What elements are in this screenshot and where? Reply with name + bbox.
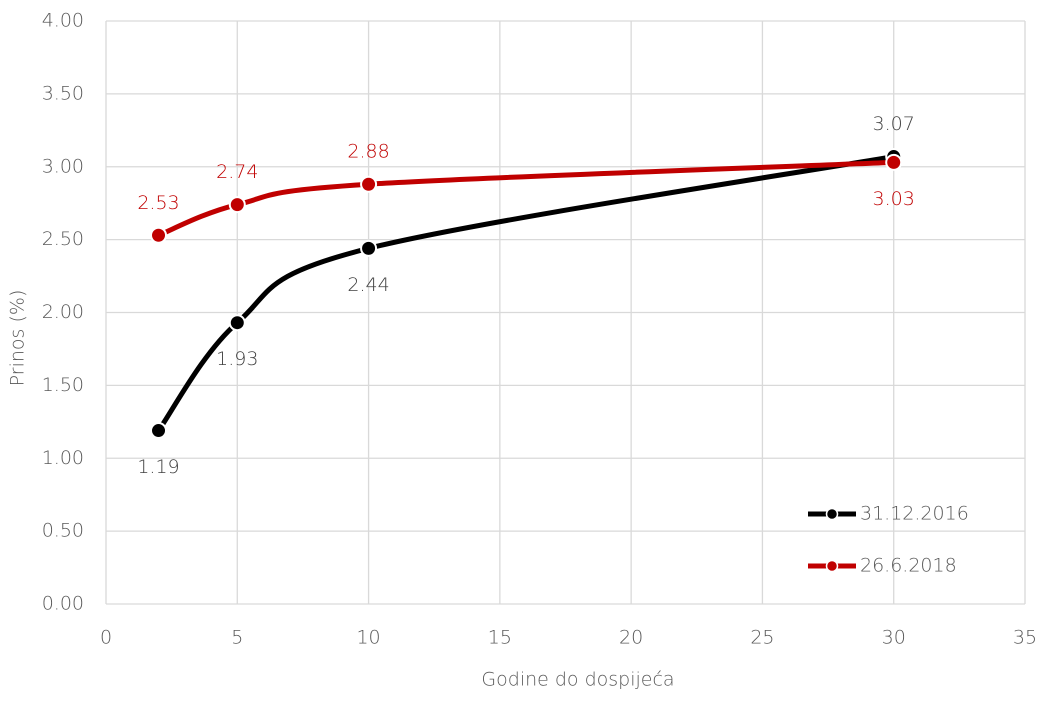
x-tick-label: 5 — [231, 627, 243, 649]
y-tick-label: 3.00 — [42, 155, 84, 177]
y-tick-label: 0.50 — [42, 520, 84, 542]
legend-label: 26.6.2018 — [860, 555, 957, 577]
x-tick-label: 10 — [356, 627, 380, 649]
data-point — [360, 239, 378, 257]
y-tick-label: 1.50 — [42, 374, 84, 396]
y-tick-label: 4.00 — [42, 10, 84, 32]
data-label: 2.53 — [137, 192, 179, 214]
x-tick-label: 20 — [619, 627, 643, 649]
x-tick-label: 35 — [1013, 627, 1037, 649]
data-point — [360, 175, 378, 193]
data-point — [150, 226, 168, 244]
x-tick-label: 30 — [882, 627, 906, 649]
y-tick-label: 1.00 — [42, 447, 84, 469]
data-label: 1.19 — [137, 456, 179, 478]
y-tick-label: 0.00 — [42, 593, 84, 615]
legend-marker — [825, 507, 839, 521]
legend-marker — [825, 559, 839, 573]
data-label: 2.88 — [347, 141, 389, 163]
data-label: 2.44 — [347, 274, 389, 296]
data-label: 2.74 — [216, 161, 258, 183]
data-point — [150, 422, 168, 440]
y-axis-title: Prinos (%) — [7, 290, 29, 387]
data-label: 3.03 — [873, 188, 915, 210]
x-axis-title: Godine do dospijeća — [481, 669, 674, 691]
y-tick-label: 2.50 — [42, 228, 84, 250]
y-tick-label: 3.50 — [42, 82, 84, 104]
data-point — [228, 196, 246, 214]
x-tick-label: 15 — [488, 627, 512, 649]
data-point — [885, 153, 903, 171]
y-tick-label: 2.00 — [42, 301, 84, 323]
x-tick-label: 0 — [100, 627, 112, 649]
data-label: 1.93 — [216, 348, 258, 370]
series-line — [156, 154, 897, 434]
x-tick-label: 25 — [750, 627, 774, 649]
data-label: 3.07 — [873, 113, 915, 135]
legend-label: 31.12.2016 — [860, 503, 969, 525]
data-point — [228, 314, 246, 332]
